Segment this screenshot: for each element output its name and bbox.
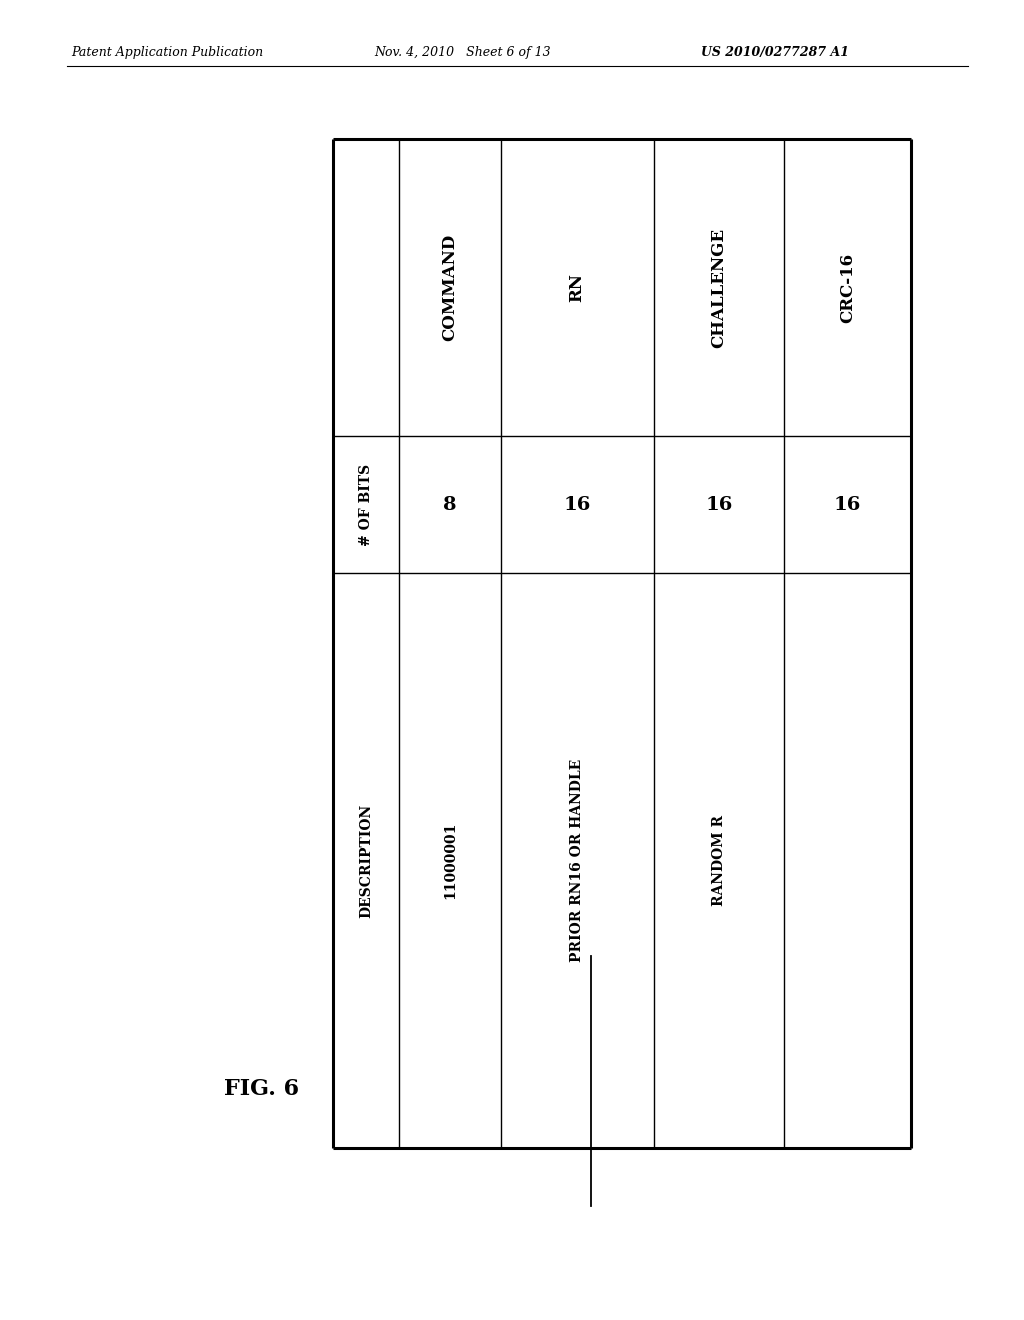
Text: RANDOM R: RANDOM R [712,816,726,906]
Text: 16: 16 [563,495,591,513]
Text: 16: 16 [834,495,861,513]
Text: 11000001: 11000001 [443,822,457,899]
Text: FIG. 6: FIG. 6 [223,1078,299,1100]
Text: COMMAND: COMMAND [441,234,459,341]
Text: RN: RN [568,273,586,302]
Text: PRIOR RN16 OR HANDLE: PRIOR RN16 OR HANDLE [570,759,585,962]
Text: # OF BITS: # OF BITS [359,463,373,545]
Text: 8: 8 [443,495,457,513]
Text: DESCRIPTION: DESCRIPTION [359,804,373,917]
Text: 16: 16 [706,495,733,513]
Text: CHALLENGE: CHALLENGE [711,227,727,347]
Text: CRC-16: CRC-16 [840,252,856,322]
Text: Nov. 4, 2010   Sheet 6 of 13: Nov. 4, 2010 Sheet 6 of 13 [374,46,550,59]
Text: US 2010/0277287 A1: US 2010/0277287 A1 [701,46,850,59]
Text: Patent Application Publication: Patent Application Publication [72,46,264,59]
